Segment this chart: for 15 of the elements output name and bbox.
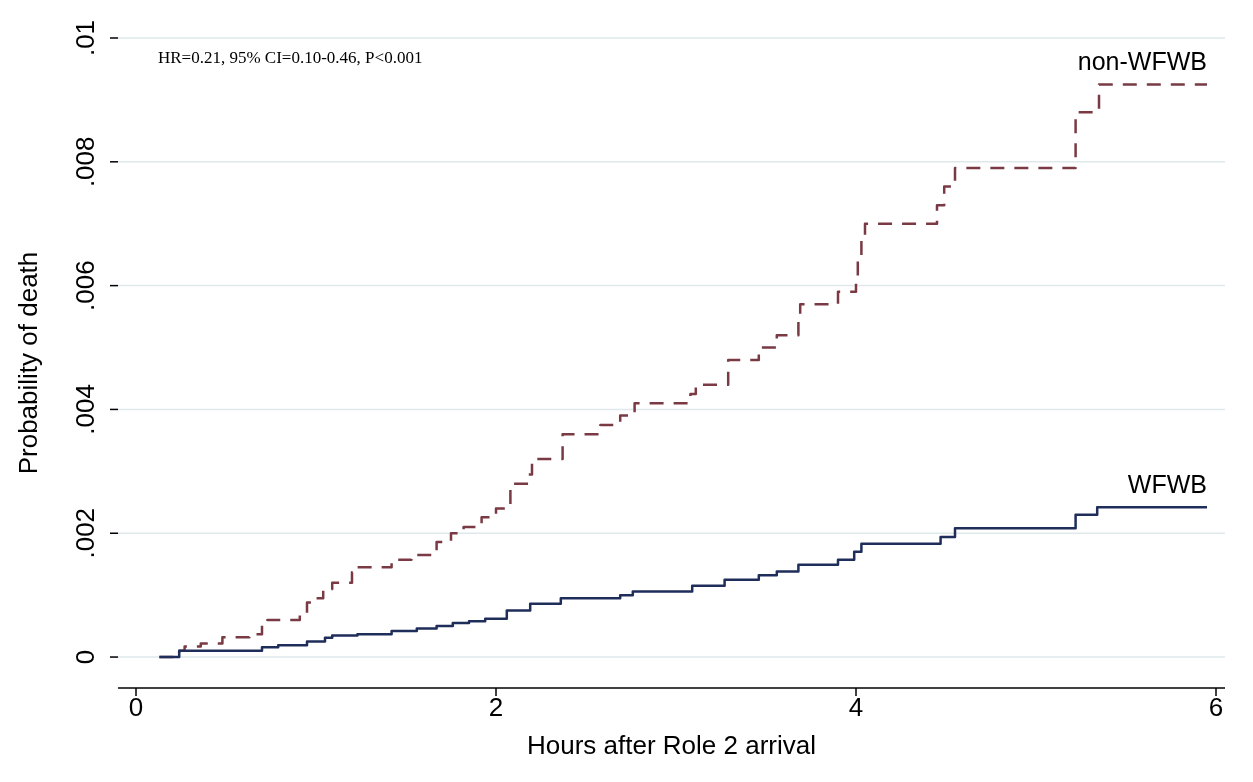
x-axis-title: Hours after Role 2 arrival [527, 730, 816, 760]
x-tick-label: 2 [488, 692, 504, 723]
x-tick-label: 0 [128, 692, 144, 723]
series-label: WFWB [1127, 470, 1207, 499]
series-label: non-WFWB [1077, 47, 1207, 76]
x-tick-label: 6 [1208, 692, 1224, 723]
y-axis-title: Probability of death [13, 251, 44, 475]
x-tick-label: 4 [848, 692, 864, 723]
y-tick-label: .01 [70, 19, 100, 57]
y-tick-label: .004 [70, 384, 100, 435]
y-tick-label: .006 [70, 260, 100, 311]
y-tick-label: 0 [70, 649, 100, 665]
annotation: HR=0.21, 95% CI=0.10-0.46, P<0.001 [158, 48, 423, 68]
y-tick-label: .002 [70, 507, 100, 559]
y-tick-label: .008 [70, 136, 100, 188]
